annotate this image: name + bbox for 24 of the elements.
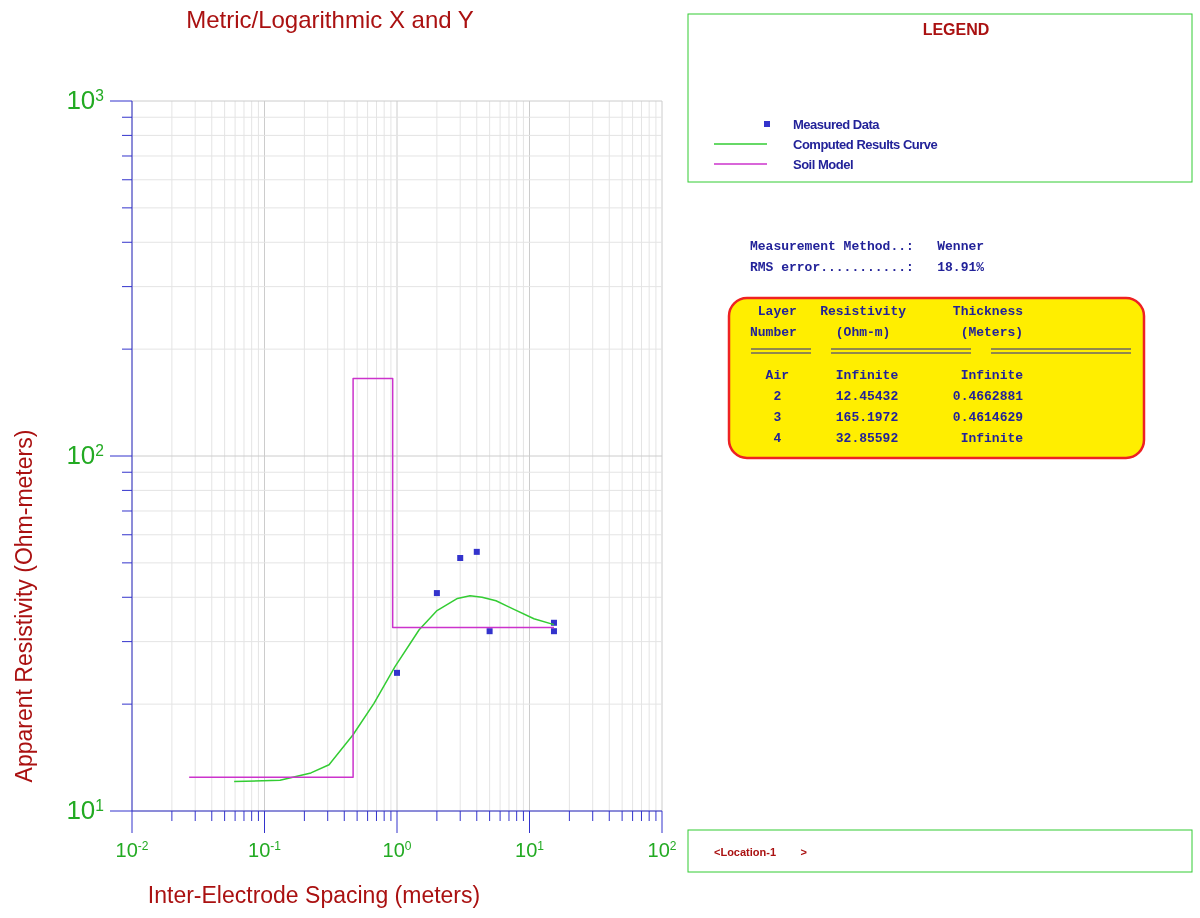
text: Air Infinite Infinite — [750, 368, 1024, 383]
x-tick-label: 10$^{1}$ — [515, 839, 545, 861]
legend-label: Measured Data — [793, 117, 881, 132]
text: <Location-1 > — [714, 846, 807, 858]
x-tick-label: 10$^{-1}$ — [248, 839, 282, 861]
x-tick-label: 10$^{0}$ — [382, 839, 412, 861]
y-axis-title: Apparent Resistivity (Ohm-meters) — [11, 429, 37, 783]
y-tick-label: 10$^{2}$ — [66, 440, 104, 470]
y-tick-label: 10$^{1}$ — [66, 795, 104, 825]
y-tick-label: 10$^{3}$ — [66, 85, 104, 115]
x-tick-label: 10$^{2}$ — [647, 839, 677, 861]
text: 4 32.85592 Infinite — [750, 431, 1024, 446]
legend-label: Soil Model — [793, 157, 853, 172]
text: Layer Resistivity Thickness — [750, 304, 1024, 319]
x-tick-label: 10$^{-2}$ — [115, 839, 149, 861]
text: 3 165.1972 0.4614629 — [750, 410, 1024, 425]
legend-title: LEGEND — [922, 21, 990, 38]
text: Measurement Method..: Wenner — [750, 239, 985, 254]
text: 2 12.45432 0.4662881 — [750, 389, 1024, 404]
legend-label: Computed Results Curve — [793, 137, 938, 152]
text: RMS error...........: 18.91% — [750, 260, 985, 275]
x-axis-title: Inter-Electrode Spacing (meters) — [147, 882, 481, 908]
text: Number (Ohm-m) (Meters) — [750, 325, 1024, 340]
chart-title: Metric/Logarithmic X and Y — [186, 6, 474, 33]
